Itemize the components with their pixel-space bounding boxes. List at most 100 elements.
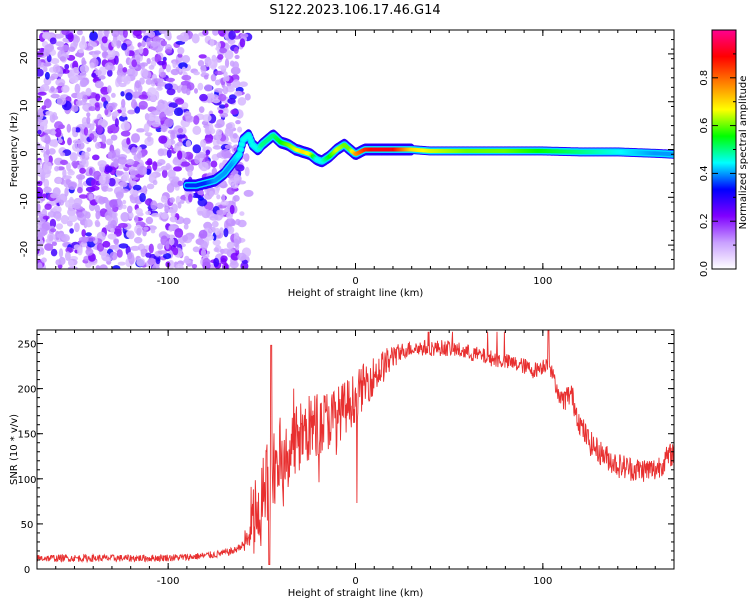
noise-blob [74,222,80,233]
noise-blob [215,131,222,141]
noise-blob [117,156,127,165]
noise-blob [121,42,128,51]
noise-blob [37,59,42,67]
noise-blob [214,227,220,236]
noise-blob [43,62,52,67]
noise-blob [234,90,243,97]
noise-blob [47,211,56,218]
noise-blob [118,82,127,88]
noise-blob [150,213,161,218]
noise-blob [106,138,113,146]
colorbar-label: Normalized spectral amplitude [738,76,749,230]
noise-blob [61,44,70,52]
noise-blob [81,236,89,243]
snr-y-axis-label: SNR (10 * v/v) [9,414,20,485]
noise-blob [244,93,251,101]
noise-blob [202,114,212,122]
noise-blob [197,60,205,67]
noise-blob [135,208,143,215]
noise-blob [193,71,200,76]
colorbar-tick-label: 0.4 [699,165,710,181]
noise-blob [71,105,79,112]
noise-blob [164,49,172,54]
noise-blob [95,93,101,102]
noise-blob [82,104,89,111]
noise-blob [44,135,51,145]
noise-blob [38,122,48,131]
noise-blob [223,228,229,238]
noise-blob [88,167,93,176]
noise-blob [228,30,236,40]
noise-blob [48,155,53,164]
noise-blob [75,127,81,133]
noise-blob [55,78,66,87]
noise-blob [165,163,171,170]
noise-blob [217,54,224,60]
noise-blob [44,203,52,210]
noise-blob [170,68,180,76]
noise-blob [95,265,101,269]
noise-blob [115,170,124,176]
noise-blob [168,102,178,109]
noise-blob [107,151,113,160]
noise-blob [237,97,247,106]
noise-blob [168,225,174,232]
noise-blob [157,78,164,83]
noise-blob [85,232,92,237]
noise-blob [106,85,112,94]
noise-blob [50,86,55,92]
noise-blob [79,167,86,174]
noise-blob [200,240,208,251]
noise-blob [199,161,209,172]
noise-blob [164,118,174,128]
noise-blob [208,123,214,132]
noise-blob [76,212,85,219]
noise-blob [101,143,107,149]
noise-blob [173,181,179,188]
noise-blob [101,252,110,261]
noise-blob [95,142,101,149]
noise-blob [211,98,221,104]
noise-blob [61,84,70,93]
noise-blob [95,210,101,220]
noise-blob [60,152,66,157]
noise-blob [157,103,165,110]
snr-plot-area [37,330,674,565]
noise-blob [132,184,142,191]
noise-blob [79,64,90,74]
spectrogram-y-tick-label: -20 [19,241,30,257]
colorbar: 0.0 0.2 0.4 0.6 0.8 Normalized spectral ampli… [699,29,749,277]
noise-blob [77,186,83,194]
noise-blob [125,149,131,154]
noise-blob [67,214,78,223]
noise-blob [101,36,108,44]
noise-blob [185,115,194,123]
noise-blob [117,261,126,266]
noise-blob [120,121,131,131]
noise-blob [214,123,223,129]
noise-blob [113,158,119,168]
noise-blob [145,78,153,85]
noise-blob [221,148,231,159]
noise-blob [224,58,230,69]
noise-blob [180,199,185,204]
noise-blob [182,259,192,264]
noise-blob [67,266,78,269]
noise-blob [56,177,63,184]
noise-blob [67,208,77,217]
noise-blob [210,160,218,168]
noise-blob [217,93,227,102]
noise-blob [205,149,211,156]
noise-blob [130,170,139,176]
noise-blob [177,47,185,55]
spectrogram-plot-area [37,30,674,269]
noise-blob [232,132,238,139]
noise-blob [161,169,168,179]
noise-blob [134,215,139,223]
noise-blob [119,181,128,188]
noise-blob [218,109,224,114]
noise-blob [80,79,88,88]
noise-blob [224,50,234,60]
noise-blob [143,123,150,133]
noise-blob [164,109,171,116]
